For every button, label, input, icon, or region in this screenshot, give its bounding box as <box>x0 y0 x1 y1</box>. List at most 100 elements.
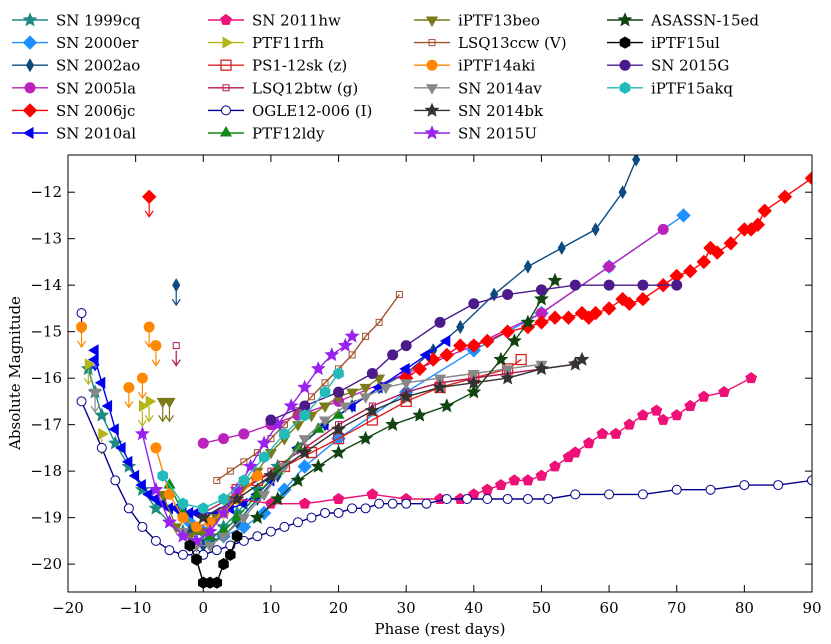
data-point <box>718 385 730 397</box>
x-tick-label: 20 <box>329 599 348 617</box>
data-point <box>331 444 346 459</box>
y-axis-label: Absolute Magnitude <box>6 296 24 451</box>
upper-limit-point <box>89 388 102 400</box>
data-point <box>401 498 412 509</box>
upper-limit-arrowhead <box>124 401 134 409</box>
data-point <box>591 222 600 237</box>
upper-limit-point <box>76 321 88 333</box>
data-point <box>632 155 641 167</box>
legend-entry: OGLE12-006 (I) <box>208 102 372 120</box>
y-tick-label: −15 <box>30 323 62 341</box>
legend-entry: SN 1999cq <box>12 12 141 30</box>
series-sn-2011hw <box>231 371 757 509</box>
data-point <box>263 467 279 483</box>
legend-label: PS1-12sk (z) <box>252 57 347 75</box>
x-tick-label: −10 <box>120 599 152 617</box>
data-point <box>184 539 195 552</box>
legend-label: iPTF14aki <box>458 57 535 75</box>
legend-marker <box>22 103 38 118</box>
legend-label: iPTF15akq <box>651 79 733 97</box>
upper-limit-arrowhead <box>164 415 174 423</box>
data-point <box>739 480 750 491</box>
data-point <box>216 505 231 520</box>
data-point <box>574 351 590 366</box>
data-point <box>366 414 379 426</box>
upper-limit-arrowhead <box>137 391 147 400</box>
legend-label: LSQ12btw (g) <box>252 79 358 97</box>
data-point <box>439 398 455 413</box>
legend-marker <box>222 36 233 49</box>
legend-marker <box>22 35 38 50</box>
data-point <box>320 507 331 518</box>
legend-marker <box>619 59 631 71</box>
data-point <box>162 514 177 529</box>
data-point <box>657 223 669 235</box>
data-point <box>547 272 563 287</box>
upper-limit-point <box>143 321 155 333</box>
data-point <box>256 435 272 450</box>
data-point <box>535 284 547 296</box>
legend-entry: iPTF13beo <box>414 12 540 30</box>
series-sn-2015g <box>265 279 683 426</box>
data-point <box>177 512 189 524</box>
data-point <box>547 310 563 325</box>
legend-label: LSQ13ccw (V) <box>458 34 567 52</box>
legend-entry: PS1-12sk (z) <box>208 57 347 75</box>
upper-limit-point <box>141 189 157 205</box>
data-point <box>258 490 271 502</box>
data-point <box>723 236 739 251</box>
data-point <box>310 361 326 376</box>
data-point <box>231 530 243 543</box>
y-tick-label: −16 <box>30 369 62 387</box>
upper-limit-arrowhead <box>137 419 147 428</box>
data-point <box>399 362 410 375</box>
data-point <box>522 474 534 486</box>
x-tick-label: 60 <box>600 599 619 617</box>
legend-label: SN 2011hw <box>252 12 341 30</box>
data-point <box>306 512 317 523</box>
data-point <box>123 503 134 514</box>
x-tick-label: 70 <box>667 599 686 617</box>
x-tick-label: 50 <box>532 599 551 617</box>
data-point <box>400 379 413 390</box>
legend-label: SN 2015G <box>651 57 729 75</box>
data-point <box>292 517 303 528</box>
upper-limit-point <box>98 427 109 440</box>
data-point <box>807 475 812 486</box>
data-point <box>453 338 468 353</box>
data-point <box>523 259 533 274</box>
legend-label: ASASSN-15ed <box>650 12 759 30</box>
upper-limit-arrowhead <box>90 405 100 414</box>
data-point <box>570 489 581 500</box>
series-line <box>270 284 677 421</box>
data-point <box>466 384 482 399</box>
upper-limit-point <box>138 399 150 413</box>
data-point <box>226 467 234 475</box>
data-point <box>290 472 306 487</box>
data-point <box>502 494 513 505</box>
data-point <box>318 402 332 413</box>
data-point <box>197 437 209 449</box>
data-point <box>500 370 516 385</box>
y-tick-label: −19 <box>30 509 62 527</box>
data-point <box>346 388 359 400</box>
series-sn-2014bk <box>195 351 590 524</box>
data-point <box>291 440 305 452</box>
data-point <box>319 386 331 399</box>
data-point <box>163 488 175 500</box>
data-point <box>265 526 276 537</box>
data-point <box>506 333 522 348</box>
data-point <box>218 492 229 506</box>
data-point <box>543 494 554 505</box>
series-group <box>76 155 812 589</box>
data-point <box>238 428 250 440</box>
series-iptf15ul <box>184 530 243 589</box>
data-point <box>134 426 150 441</box>
data-point <box>96 442 107 453</box>
data-point <box>603 279 615 291</box>
legend-marker <box>426 59 438 71</box>
data-point <box>108 423 119 436</box>
data-point <box>683 263 698 279</box>
legend-label: SN 2014av <box>458 79 542 97</box>
